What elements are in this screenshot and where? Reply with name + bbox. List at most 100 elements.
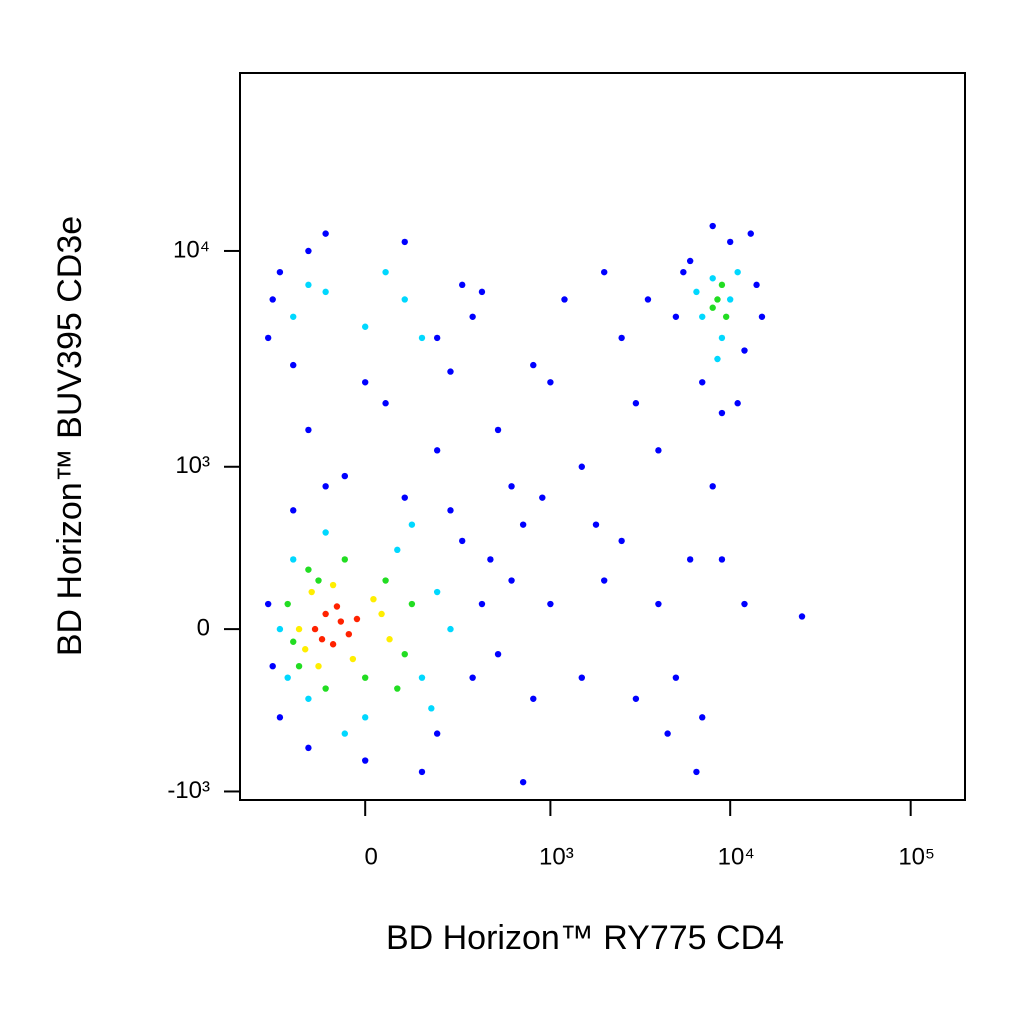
data-point — [747, 230, 754, 237]
data-point — [361, 757, 369, 764]
data-point — [664, 730, 671, 737]
data-point — [401, 238, 408, 246]
data-point — [382, 577, 389, 584]
data-point — [508, 577, 515, 584]
data-point — [699, 714, 706, 721]
data-point — [345, 630, 353, 638]
data-point — [699, 313, 706, 320]
data-point — [578, 463, 585, 470]
data-point — [341, 730, 348, 737]
data-point — [547, 379, 554, 386]
data-point — [709, 275, 716, 282]
data-point — [487, 556, 494, 563]
data-point — [401, 494, 408, 501]
data-point — [382, 400, 389, 407]
data-point — [337, 618, 345, 625]
data-point — [276, 268, 284, 276]
data-point — [318, 636, 326, 643]
data-point — [693, 768, 700, 776]
data-point — [632, 695, 640, 702]
data-point — [418, 768, 426, 776]
y-axis-title: BD Horizon™ BUV395 CD3e — [51, 216, 89, 656]
data-point — [322, 685, 329, 692]
x-tick-label: 10⁴ — [718, 843, 755, 870]
data-point — [378, 610, 385, 618]
data-point — [494, 426, 502, 434]
data-point — [680, 268, 687, 276]
data-point — [264, 600, 272, 608]
data-point — [361, 323, 369, 330]
data-point — [433, 730, 441, 737]
data-point — [305, 247, 312, 255]
data-point — [459, 537, 466, 545]
data-point — [753, 281, 760, 289]
data-point — [718, 409, 726, 417]
data-point — [394, 546, 401, 554]
y-tick-label: 0 — [197, 614, 210, 641]
data-point — [269, 662, 276, 670]
data-point — [494, 650, 502, 658]
data-point — [305, 744, 312, 752]
data-point — [469, 313, 476, 320]
data-point — [315, 662, 322, 670]
data-point — [699, 379, 706, 386]
data-point — [618, 537, 625, 545]
data-point — [401, 296, 408, 303]
data-point — [322, 230, 329, 237]
data-point — [709, 222, 716, 230]
data-point — [709, 304, 716, 311]
y-tick-label: 10³ — [175, 452, 210, 479]
data-point — [341, 556, 348, 563]
data-point — [322, 610, 329, 618]
data-point — [401, 650, 408, 658]
data-point — [655, 600, 662, 608]
x-axis-title: BD Horizon™ RY775 CD4 — [386, 919, 784, 957]
data-point — [601, 577, 608, 584]
data-point — [329, 581, 337, 589]
data-point — [308, 588, 315, 596]
data-point — [361, 714, 369, 721]
data-point — [433, 447, 441, 454]
data-point — [734, 400, 741, 407]
data-point — [305, 426, 312, 434]
data-point — [718, 281, 726, 289]
data-point — [370, 595, 377, 603]
data-point — [726, 296, 734, 303]
data-point — [519, 778, 527, 786]
data-point — [632, 400, 640, 407]
data-point — [329, 641, 337, 648]
data-point — [741, 600, 748, 608]
data-point — [714, 355, 721, 363]
data-point — [386, 636, 393, 643]
points — [264, 222, 806, 786]
data-point — [264, 334, 272, 342]
data-point — [530, 695, 537, 702]
data-point — [686, 556, 694, 563]
data-point — [539, 494, 546, 501]
data-point — [478, 600, 486, 608]
data-point — [353, 615, 361, 623]
data-point — [290, 507, 297, 514]
data-point — [655, 447, 662, 454]
data-point — [433, 334, 441, 342]
data-point — [418, 674, 426, 681]
x-tick-label: 0 — [365, 843, 378, 870]
data-point — [322, 288, 329, 296]
data-point — [447, 368, 454, 375]
data-point — [578, 674, 585, 681]
x-tick-label: 10⁵ — [898, 843, 935, 870]
data-point — [618, 334, 625, 342]
data-point — [315, 577, 322, 584]
data-point — [726, 238, 734, 246]
data-point — [601, 268, 608, 276]
data-point — [394, 685, 401, 692]
x-tick-label: 10³ — [539, 843, 574, 870]
data-point — [295, 625, 303, 633]
data-point — [322, 483, 329, 490]
data-point — [349, 655, 357, 663]
data-point — [290, 638, 297, 645]
data-point — [305, 281, 312, 289]
data-point — [644, 296, 652, 303]
